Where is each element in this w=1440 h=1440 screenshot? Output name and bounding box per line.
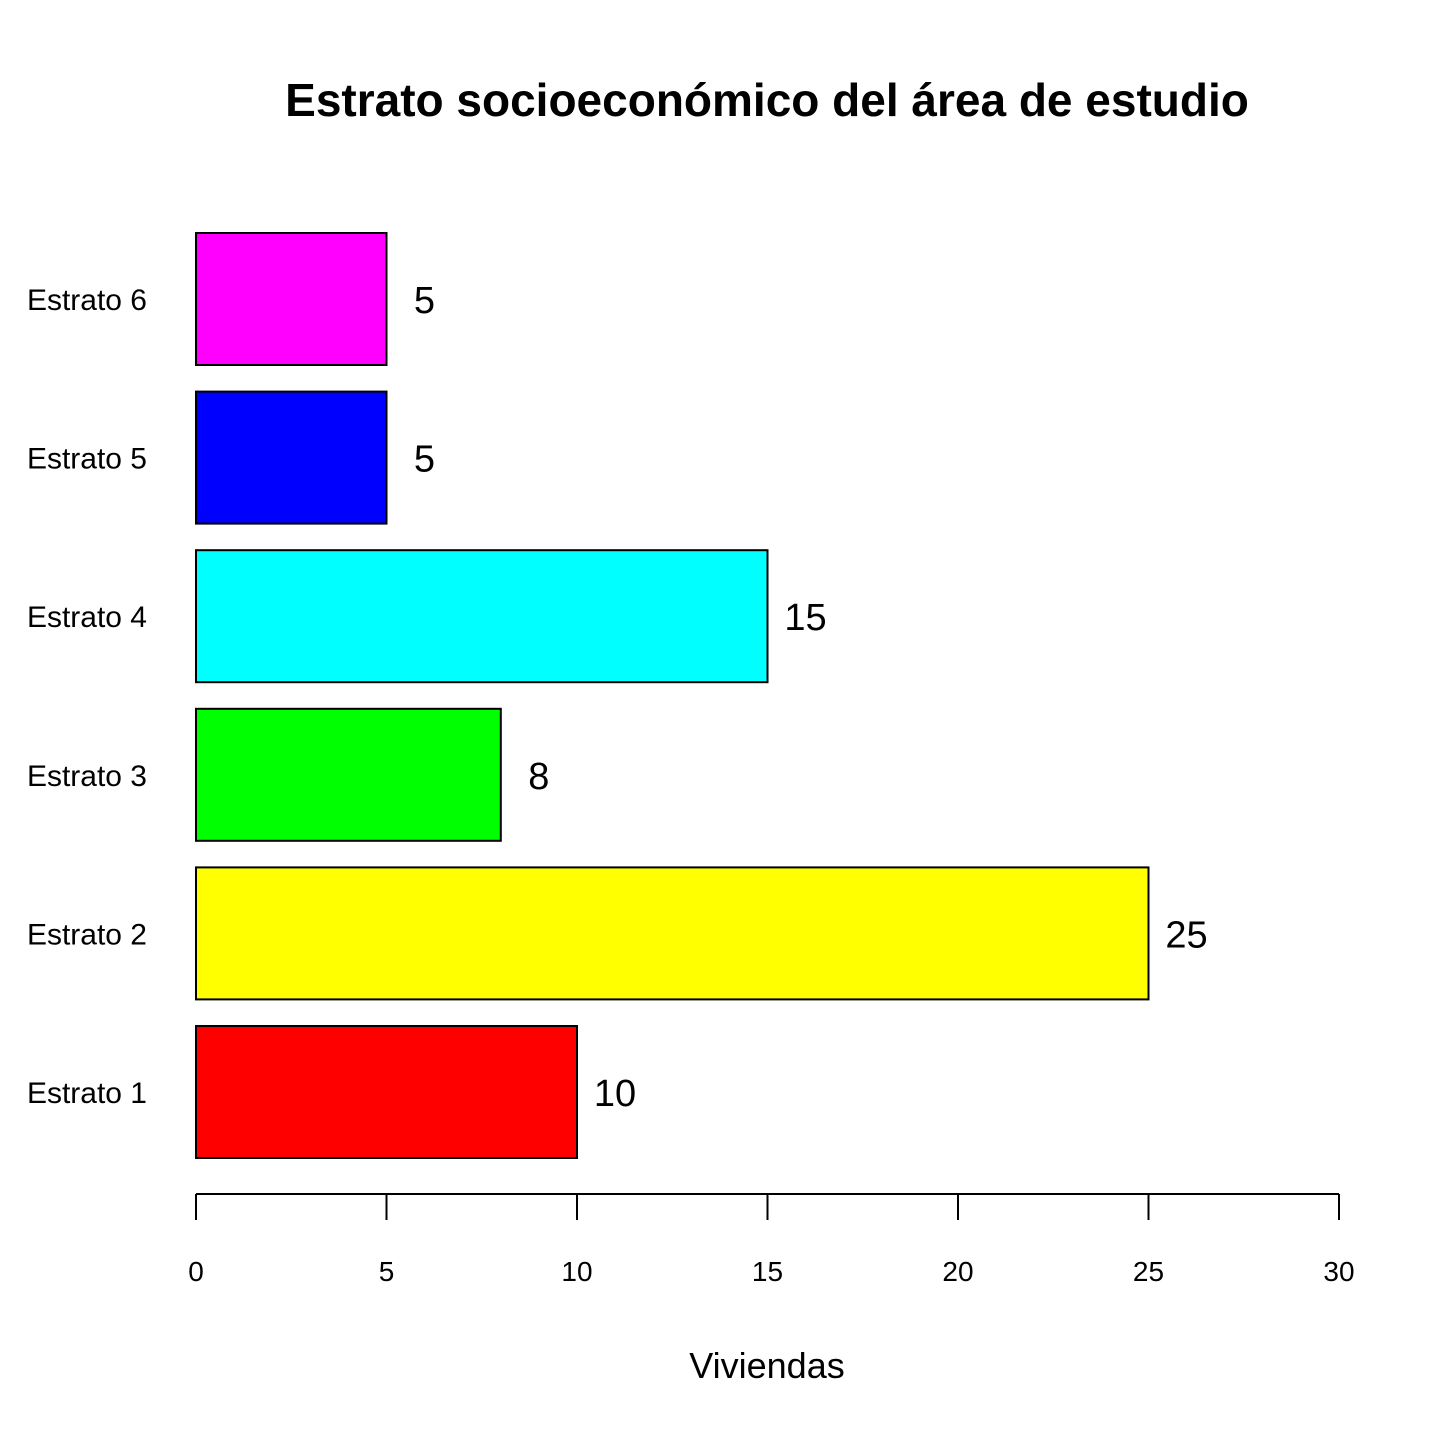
value-labels: 10 25 8 15 5 5 (414, 280, 1208, 1115)
value-label-estrato-2: 25 (1165, 914, 1207, 956)
bar-estrato-1 (195, 1025, 578, 1159)
category-label-estrato-4: Estrato 4 (27, 601, 147, 634)
bar-estrato-5 (195, 390, 388, 525)
value-label-estrato-5: 5 (414, 439, 435, 481)
chart-title: Estrato socioeconómico del área de estud… (285, 74, 1249, 126)
value-label-estrato-3: 8 (528, 756, 549, 798)
bar-estrato-4 (195, 549, 769, 684)
bars-layer (195, 232, 1150, 1159)
value-label-estrato-6: 5 (414, 280, 435, 322)
x-tick-label-20: 20 (942, 1256, 973, 1287)
category-label-estrato-2: Estrato 2 (27, 918, 147, 951)
category-label-estrato-3: Estrato 3 (27, 760, 147, 793)
category-label-estrato-1: Estrato 1 (27, 1077, 147, 1110)
x-tick-label-0: 0 (188, 1256, 204, 1287)
category-labels: Estrato 1 Estrato 2 Estrato 3 Estrato 4 Estr… (27, 284, 147, 1110)
x-tick-label-5: 5 (379, 1256, 395, 1287)
value-label-estrato-4: 15 (784, 597, 826, 639)
bar-estrato-2 (195, 866, 1150, 1001)
category-label-estrato-6: Estrato 6 (27, 284, 147, 317)
x-tick-label-15: 15 (752, 1256, 783, 1287)
bar-estrato-6 (195, 232, 388, 366)
x-axis-title: Viviendas (689, 1345, 844, 1386)
x-tick-label-30: 30 (1323, 1256, 1354, 1287)
category-label-estrato-5: Estrato 5 (27, 443, 147, 476)
x-axis: 0 5 10 15 20 25 30 (188, 1193, 1355, 1287)
x-tick-label-10: 10 (561, 1256, 592, 1287)
value-label-estrato-1: 10 (594, 1073, 636, 1115)
bar-estrato-3 (195, 707, 502, 842)
x-tick-label-25: 25 (1133, 1256, 1164, 1287)
